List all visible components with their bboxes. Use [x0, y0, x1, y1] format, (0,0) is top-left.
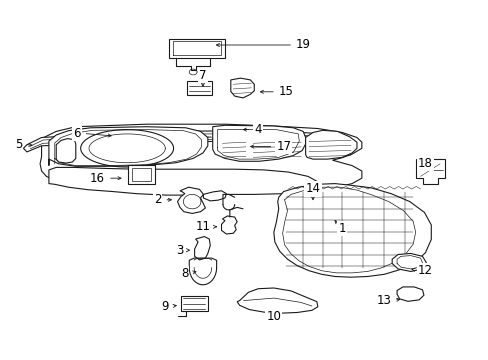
Text: 11: 11 [195, 220, 210, 233]
Polygon shape [203, 191, 226, 201]
Text: 5: 5 [15, 138, 22, 150]
Text: 10: 10 [266, 310, 281, 323]
Polygon shape [132, 168, 151, 181]
Text: 17: 17 [276, 140, 291, 153]
Text: 18: 18 [417, 157, 432, 170]
Text: 9: 9 [161, 300, 168, 313]
Polygon shape [212, 125, 305, 161]
Text: 14: 14 [305, 183, 320, 195]
Text: 6: 6 [73, 127, 81, 140]
Polygon shape [391, 253, 426, 271]
Text: 1: 1 [338, 222, 346, 235]
Polygon shape [230, 78, 254, 98]
Polygon shape [415, 159, 444, 184]
Text: 19: 19 [295, 39, 310, 51]
Text: 13: 13 [376, 294, 390, 307]
Polygon shape [396, 287, 423, 301]
Polygon shape [128, 165, 155, 184]
Text: 4: 4 [254, 123, 261, 136]
Text: 2: 2 [154, 193, 161, 206]
Polygon shape [177, 187, 205, 213]
Polygon shape [181, 296, 207, 311]
Text: 15: 15 [278, 85, 293, 98]
Polygon shape [186, 81, 212, 95]
Polygon shape [56, 139, 76, 163]
Polygon shape [40, 124, 361, 193]
Polygon shape [49, 127, 207, 166]
Polygon shape [194, 237, 210, 260]
Polygon shape [221, 216, 237, 234]
Polygon shape [305, 130, 356, 159]
Text: 16: 16 [90, 172, 105, 185]
Polygon shape [49, 167, 317, 195]
Text: 3: 3 [176, 244, 183, 257]
Text: 12: 12 [417, 264, 432, 277]
Polygon shape [23, 131, 346, 152]
Polygon shape [237, 288, 317, 313]
Polygon shape [168, 39, 224, 58]
Text: 7: 7 [199, 69, 206, 82]
Polygon shape [273, 184, 430, 277]
Text: 8: 8 [181, 267, 188, 280]
